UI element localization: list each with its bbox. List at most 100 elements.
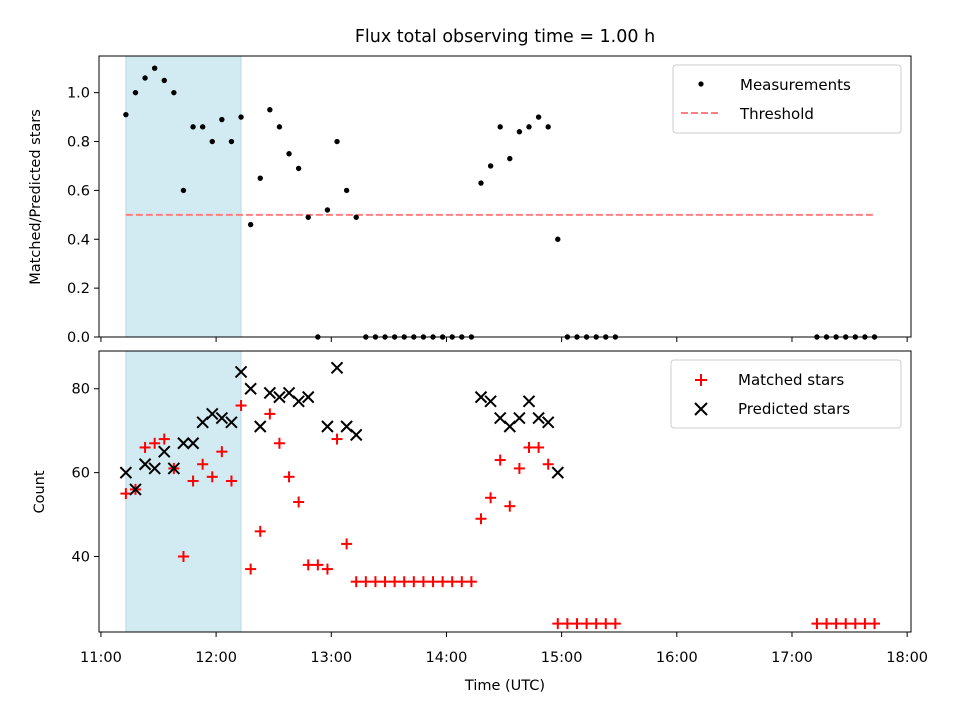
matched-star-point	[312, 559, 324, 571]
bottom-y-tick-label: 60	[72, 466, 90, 482]
top-y-tick-label: 0.2	[67, 281, 90, 297]
predicted-star-point	[551, 466, 564, 479]
matched-star-point	[341, 538, 353, 550]
x-tick-label: 11:00	[80, 650, 122, 666]
measurement-point	[257, 175, 263, 181]
matched-star-point	[869, 618, 881, 630]
top-legend-box	[672, 64, 902, 134]
measurement-point	[199, 124, 206, 130]
predicted-star-point	[206, 407, 219, 421]
measurement-point	[555, 236, 561, 242]
matched-star-point	[590, 618, 602, 630]
x-tick-label: 16:00	[656, 650, 698, 666]
matched-star-point	[264, 408, 276, 420]
x-axis-label: Time (UTC)	[464, 678, 545, 694]
matched-star-point	[225, 475, 237, 487]
matched-star-point	[533, 441, 545, 453]
matched-star-point	[494, 454, 506, 466]
bottom-x-ticks: 11:00 12:00 13:00 14:00 15:00 16:00 17:00 18:00	[80, 632, 928, 666]
measurement-point	[123, 111, 129, 118]
matched-star-point	[293, 496, 305, 508]
measurement-point	[247, 221, 254, 228]
matched-star-point	[437, 576, 449, 588]
predicted-star-point	[330, 361, 344, 374]
measurement-point	[238, 114, 244, 120]
top-highlight-span	[125, 55, 242, 338]
measurement-point	[286, 151, 292, 157]
matched-star-point	[475, 513, 487, 525]
predicted-star-point	[177, 437, 190, 450]
top-y-ticks: 0.0 0.2 0.4 0.6 0.8 1.0	[67, 86, 99, 346]
top-panel: 0.0 0.2 0.4 0.6 0.8 1.0 Flux total observing …	[28, 27, 912, 346]
legend-predicted-label: Predicted stars	[738, 400, 850, 418]
matched-star-point	[187, 475, 199, 487]
matched-star-point	[197, 458, 209, 470]
predicted-star-point	[254, 420, 267, 433]
bottom-highlight-span	[125, 350, 242, 633]
legend-measurements-label: Measurements	[740, 76, 851, 94]
predicted-star-point	[244, 382, 257, 395]
predicted-star-point	[273, 390, 286, 404]
matched-star-point	[216, 446, 228, 458]
matched-star-point	[859, 618, 871, 630]
matched-star-point	[609, 618, 621, 630]
measurement-point	[305, 214, 311, 220]
top-legend: Measurements Threshold	[672, 64, 902, 134]
measurement-point	[190, 124, 196, 130]
predicted-star-point	[292, 395, 305, 408]
measurement-point	[276, 124, 283, 130]
matched-star-point	[465, 576, 477, 588]
measurement-point	[295, 165, 302, 172]
predicted-star-point	[474, 390, 488, 404]
measurement-point	[180, 187, 187, 194]
matched-star-point	[235, 400, 247, 412]
matched-star-point	[177, 551, 189, 563]
matched-star-point	[120, 488, 132, 500]
legend-matched-label: Matched stars	[738, 371, 844, 389]
measurement-point	[142, 75, 148, 81]
top-y-tick-label: 1.0	[67, 86, 90, 102]
matched-star-point	[417, 576, 429, 588]
predicted-star-point	[138, 458, 152, 471]
predicted-star-point	[522, 395, 536, 408]
matched-star-point	[504, 500, 516, 512]
matched-star-point	[206, 471, 218, 483]
chart-title: Flux total observing time = 1.00 h	[355, 27, 655, 47]
matched-star-point	[571, 618, 583, 630]
measurement-point	[343, 187, 350, 194]
predicted-star-point	[186, 437, 200, 450]
measurement-point	[171, 89, 177, 96]
matched-star-point	[840, 618, 852, 630]
top-y-axis-label: Matched/Predicted stars	[28, 109, 44, 285]
x-tick-label: 17:00	[771, 650, 813, 666]
predicted-star-point	[215, 411, 229, 425]
bottom-axes-frame	[98, 350, 912, 633]
matched-star-point	[254, 525, 266, 537]
measurement-point	[507, 155, 513, 162]
matched-star-point	[542, 458, 554, 470]
x-tick-label: 13:00	[310, 650, 352, 666]
measurement-point	[324, 207, 331, 213]
measurement-point	[132, 89, 139, 96]
top-axes-frame	[98, 55, 912, 338]
matched-star-point	[821, 618, 833, 630]
predicted-star-point	[167, 462, 181, 475]
predicted-star-point	[263, 386, 277, 400]
measurement-point	[228, 138, 235, 145]
matched-star-point	[379, 576, 391, 588]
predicted-star-point	[119, 466, 133, 479]
matched-star-point	[389, 576, 401, 588]
measurement-point	[353, 214, 359, 220]
matched-star-point	[600, 618, 612, 630]
matched-star-point	[523, 441, 535, 453]
matched-star-point	[427, 576, 439, 588]
measurement-point	[535, 114, 542, 120]
legend-matched-marker	[695, 374, 707, 386]
matched-star-point	[830, 618, 842, 630]
predicted-star-point	[513, 411, 526, 425]
matched-star-point	[283, 471, 295, 483]
bottom-legend: Matched stars Predicted stars	[670, 359, 902, 429]
matched-star-point	[849, 618, 861, 630]
predicted-star-point	[158, 445, 171, 458]
